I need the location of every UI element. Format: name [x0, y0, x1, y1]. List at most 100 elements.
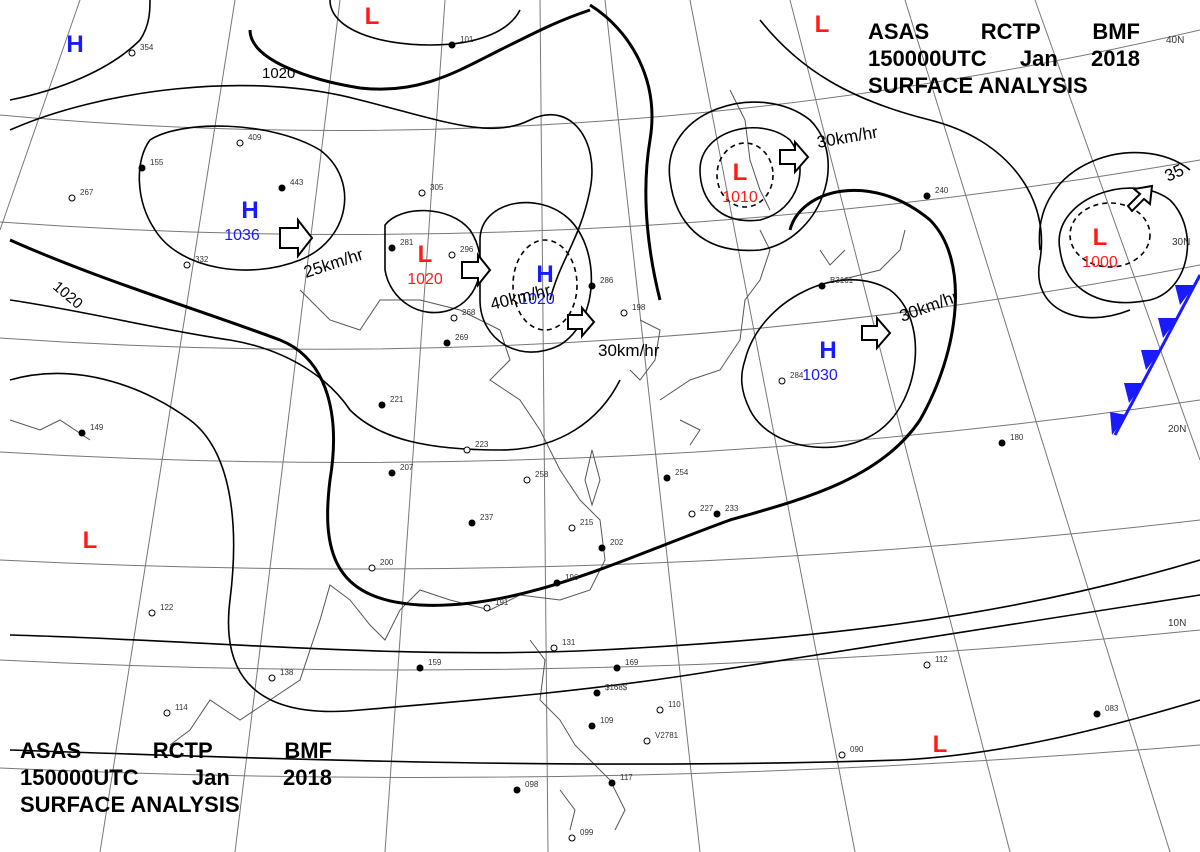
- station-value: 286: [600, 276, 614, 285]
- station-marker: [236, 139, 244, 147]
- station-value: 233: [725, 504, 739, 513]
- station-value: 254: [675, 468, 689, 477]
- station-value: 284: [790, 371, 804, 380]
- isobar-low-1000: [1058, 187, 1189, 304]
- title-analysis: SURFACE ANALYSIS: [868, 73, 1088, 98]
- title-year: 2018: [1091, 46, 1140, 71]
- title-agency: ASAS: [20, 738, 82, 763]
- station-value: 117: [620, 773, 633, 782]
- station-marker: [148, 609, 156, 617]
- station-marker: [183, 261, 191, 269]
- station-marker: [368, 564, 376, 572]
- station-value: B3161: [830, 276, 854, 285]
- station-marker: [998, 439, 1006, 447]
- cold-front: [1110, 274, 1200, 436]
- isobar-1020-main: [9, 188, 957, 607]
- station-plots: 354 101 409 155 267 443 305 281 296 286 332 269 268 2…: [68, 35, 1119, 842]
- station-marker: [468, 519, 476, 527]
- low-pressure-symbol: L: [815, 11, 830, 38]
- isobar-north-ring: [329, 0, 521, 46]
- station-value: 409: [248, 133, 262, 142]
- station-value: 114: [175, 703, 188, 712]
- station-marker: [388, 244, 396, 252]
- low-pressure-value: 1020: [407, 271, 443, 288]
- station-value: V2781: [655, 731, 679, 740]
- station-marker: [778, 377, 786, 385]
- title-bureau: BMF: [1092, 19, 1140, 44]
- station-marker: [643, 737, 651, 745]
- station-value: 155: [150, 158, 164, 167]
- station-marker: [550, 644, 558, 652]
- title-office: RCTP: [152, 738, 213, 763]
- lat-label-20n: 20N: [1168, 424, 1186, 435]
- station-marker: [608, 779, 616, 787]
- pressure-systems: H 1036 H 1020 H 1030 H L 1020 L 1010 L 1000 L L L L: [66, 3, 1118, 758]
- station-marker: [1093, 710, 1101, 718]
- station-value: 196: [565, 573, 579, 582]
- low-pressure-symbol: L: [733, 159, 748, 186]
- station-marker: [378, 401, 386, 409]
- lat-label-10n: 10N: [1168, 618, 1186, 629]
- station-marker: [78, 429, 86, 437]
- station-marker: [818, 282, 826, 290]
- station-value: 110: [668, 700, 681, 709]
- movement-arrows: [279, 139, 1154, 351]
- station-marker: [620, 309, 628, 317]
- station-value: 443: [290, 178, 304, 187]
- station-value: 227: [700, 504, 714, 513]
- station-marker: [923, 192, 931, 200]
- station-value: 122: [160, 603, 174, 612]
- station-marker: [568, 524, 576, 532]
- station-marker: [523, 476, 531, 484]
- isobar-south-3: [9, 699, 1200, 765]
- isobar-center-h: [479, 201, 593, 353]
- low-pressure-value: 1000: [1082, 254, 1118, 271]
- station-value: 149: [90, 423, 104, 432]
- station-value: 267: [80, 188, 94, 197]
- station-marker: [588, 722, 596, 730]
- station-marker: [448, 41, 456, 49]
- station-value: 332: [195, 255, 209, 264]
- station-marker: [656, 706, 664, 714]
- station-value: 198: [632, 303, 646, 312]
- isobar-west-high: [138, 125, 346, 271]
- station-value: 240: [935, 186, 949, 195]
- station-value: 354: [140, 43, 154, 52]
- isobar-south-2: [9, 559, 1200, 654]
- title-month: Jan: [191, 765, 230, 790]
- title-agency: ASAS: [868, 19, 930, 44]
- station-marker: [663, 474, 671, 482]
- station-value: 221: [390, 395, 404, 404]
- station-marker: [553, 579, 561, 587]
- station-value: 269: [455, 333, 469, 342]
- station-value: 109: [600, 716, 614, 725]
- station-marker: [278, 184, 286, 192]
- station-marker: [483, 604, 491, 612]
- isobar-outer-high: [9, 84, 593, 301]
- title-time: 150000UTC: [868, 46, 987, 71]
- station-value: 159: [428, 658, 442, 667]
- station-value: 169: [625, 658, 639, 667]
- latitude-labels: 40N 30N 20N 10N: [1166, 35, 1190, 629]
- station-marker: [713, 510, 721, 518]
- lat-label-30n: 30N: [1172, 237, 1190, 248]
- station-value: 237: [480, 513, 494, 522]
- station-value: 098: [525, 780, 539, 789]
- high-pressure-value: 1036: [224, 227, 260, 244]
- station-marker: [388, 469, 396, 477]
- title-analysis: SURFACE ANALYSIS: [20, 792, 240, 817]
- station-value: 180: [1010, 433, 1024, 442]
- station-value: 099: [580, 828, 594, 837]
- high-pressure-value: 1030: [802, 367, 838, 384]
- station-value: 138: [280, 668, 294, 677]
- station-marker: [463, 446, 471, 454]
- isobar-low-east: [759, 19, 1131, 319]
- station-marker: [593, 689, 601, 697]
- chart-title-top: ASAS RCTP BMF 150000UTC Jan 2018 SURFACE…: [868, 18, 1140, 99]
- station-marker: [443, 339, 451, 347]
- station-marker: [268, 674, 276, 682]
- station-marker: [163, 709, 171, 717]
- station-value: 223: [475, 440, 489, 449]
- station-marker: [450, 314, 458, 322]
